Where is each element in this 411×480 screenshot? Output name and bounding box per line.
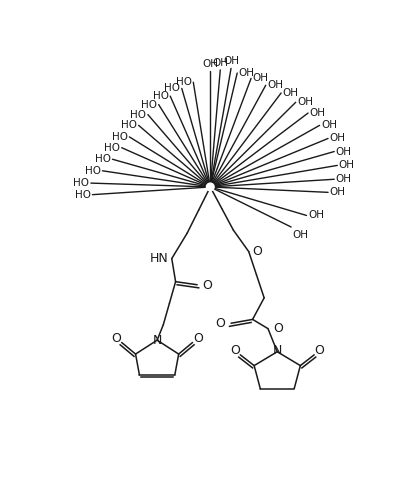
Text: O: O	[203, 279, 212, 292]
Text: OH: OH	[336, 146, 352, 156]
Text: OH: OH	[309, 108, 326, 118]
Text: OH: OH	[283, 88, 299, 98]
Text: HO: HO	[95, 154, 111, 164]
Text: OH: OH	[253, 73, 269, 84]
Text: N: N	[272, 344, 282, 357]
Text: OH: OH	[330, 187, 346, 197]
Text: HO: HO	[112, 132, 128, 142]
Text: HO: HO	[152, 91, 169, 101]
Text: O: O	[253, 245, 263, 258]
Text: HO: HO	[104, 143, 120, 153]
Text: OH: OH	[336, 174, 352, 184]
Text: O: O	[111, 332, 121, 345]
Text: OH: OH	[321, 120, 337, 131]
Text: O: O	[215, 317, 225, 330]
Text: OH: OH	[330, 133, 346, 144]
Text: O: O	[230, 345, 240, 358]
Text: O: O	[193, 332, 203, 345]
Text: N: N	[152, 334, 162, 347]
Text: O: O	[206, 180, 215, 193]
Text: HO: HO	[73, 178, 89, 188]
Text: OH: OH	[293, 230, 309, 240]
Text: HO: HO	[141, 99, 157, 109]
Text: HN: HN	[150, 252, 169, 265]
Text: HO: HO	[85, 166, 101, 176]
Text: O: O	[315, 345, 325, 358]
Text: HO: HO	[75, 190, 91, 200]
Text: OH: OH	[212, 58, 228, 68]
Text: HO: HO	[130, 109, 146, 120]
Text: HO: HO	[176, 77, 192, 87]
Text: OH: OH	[267, 80, 283, 90]
Text: O: O	[273, 322, 283, 335]
Text: OH: OH	[223, 56, 239, 66]
Text: HO: HO	[121, 120, 137, 131]
Circle shape	[206, 183, 214, 191]
Text: OH: OH	[297, 97, 313, 107]
Text: OH: OH	[239, 68, 255, 78]
Text: HO: HO	[164, 84, 180, 94]
Text: OH: OH	[308, 210, 324, 220]
Text: OH: OH	[339, 160, 355, 170]
Text: OH: OH	[202, 59, 218, 69]
